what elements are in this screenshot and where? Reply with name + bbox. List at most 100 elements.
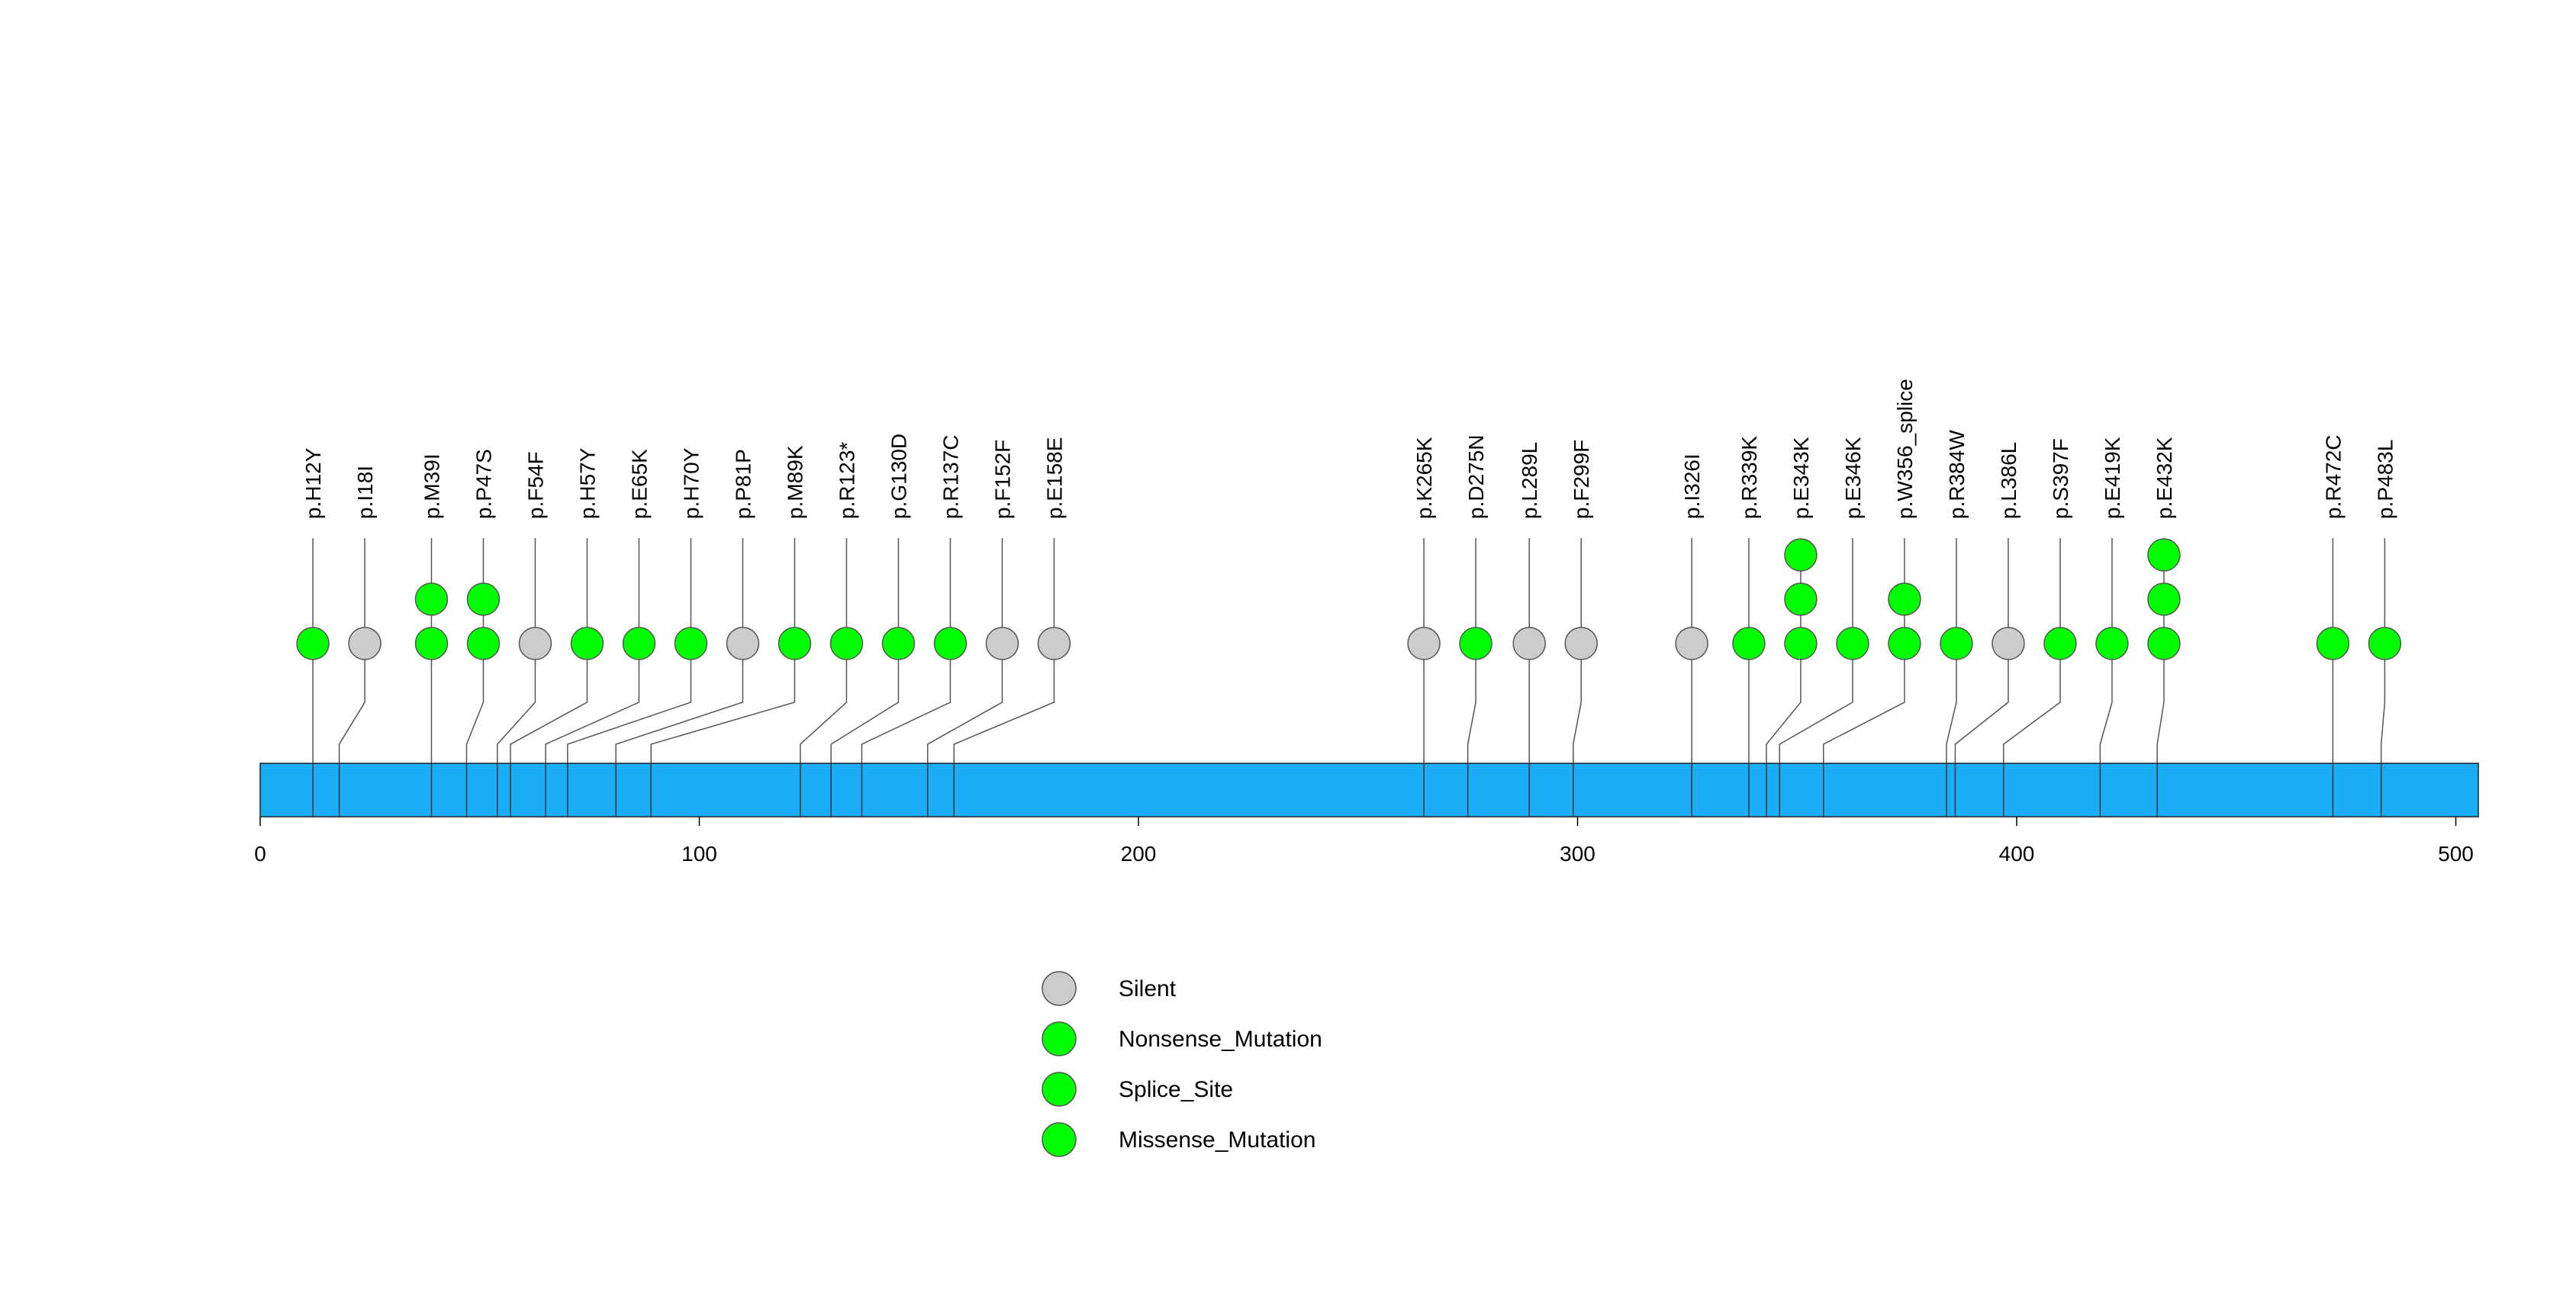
x-tick-label: 100 [681, 842, 717, 866]
x-tick-label: 500 [2438, 842, 2474, 866]
mutation-stem [615, 538, 744, 763]
mutation-label: p.S397F [2049, 438, 2072, 519]
mutation-label: p.K265K [1412, 437, 1436, 519]
mutation-stem [510, 538, 588, 763]
mutation-stem [953, 538, 1055, 763]
mutation-dot [296, 627, 330, 660]
x-tick-label: 0 [254, 842, 266, 866]
mutation-stem [2002, 538, 2061, 763]
mutation-stem [1954, 538, 2009, 763]
protein-bar [259, 763, 2479, 818]
legend-swatch [1042, 971, 1077, 1006]
mutation-stem [1766, 538, 1802, 763]
mutation-dot [466, 582, 501, 616]
mutation-dot [414, 582, 449, 616]
mutation-dot [933, 627, 968, 660]
mutation-stem [2156, 538, 2165, 763]
mutation-dot [1784, 538, 1818, 572]
x-tick-label: 300 [1560, 842, 1596, 866]
mutation-dot [2368, 627, 2402, 660]
legend-label: Splice_Site [1119, 1077, 1233, 1102]
x-axis: 0 100 200 300 400 500 [254, 817, 2474, 866]
mutation-stem [861, 538, 952, 763]
mutation-label: p.P81P [731, 449, 755, 519]
mutation-dot [2316, 627, 2350, 660]
stems-layer [312, 538, 2386, 763]
mutation-label: p.E432K [2153, 437, 2176, 519]
mutation-dot [1784, 627, 1818, 660]
mutation-stem [650, 538, 796, 763]
mutation-dot [881, 627, 916, 660]
mutation-dot [1888, 582, 1921, 616]
mutation-dot [2147, 582, 2181, 616]
mutation-label: p.M89K [783, 445, 807, 519]
mutation-dot [1564, 627, 1598, 660]
mutation-stem [2099, 538, 2113, 763]
mutation-dot [674, 627, 708, 660]
mutation-dot [414, 627, 449, 660]
mutation-label: p.H57Y [575, 447, 599, 519]
mutation-dot [2043, 627, 2077, 660]
mutation-label: p.R339K [1737, 436, 1761, 519]
mutation-stem [567, 538, 692, 763]
mutation-label: p.H12Y [301, 447, 325, 519]
mutation-dot [726, 627, 760, 660]
mutation-label: p.L386L [1997, 442, 2021, 519]
mutation-dot [985, 627, 1019, 660]
mutation-stem [1946, 538, 1957, 763]
mutation-dot [1992, 627, 2025, 660]
mutation-label: p.E158E [1042, 437, 1066, 519]
mutation-label: p.P47S [472, 449, 495, 519]
mutation-label: p.E346K [1841, 437, 1865, 519]
legend-label: Silent [1119, 976, 1177, 1001]
mutation-dot [1512, 627, 1546, 660]
mutation-dot [466, 627, 501, 660]
mutation-stem [1467, 538, 1476, 763]
mutation-dot [2147, 538, 2181, 572]
mutation-stem [830, 538, 900, 763]
mutation-stem [1572, 538, 1582, 763]
mutation-label: p.M39I [420, 453, 443, 519]
mutation-dot [778, 627, 812, 660]
mutation-dot [1784, 582, 1818, 616]
mutation-label: p.L289L [1518, 442, 1541, 519]
mutation-label: p.E343K [1789, 437, 1813, 519]
mutation-stem [545, 538, 640, 763]
mutation-dot [1675, 627, 1708, 660]
legend-swatch [1042, 1072, 1077, 1107]
mutation-dot [2095, 627, 2129, 660]
x-tick-label: 200 [1121, 842, 1157, 866]
mutation-label: p.G130D [887, 434, 910, 519]
legend: Silent Nonsense_Mutation Splice_Site Missen… [1042, 971, 1322, 1157]
mutation-stem [497, 538, 536, 763]
mutation-label: p.I18I [353, 466, 377, 519]
mutation-label: p.W356_splice [1893, 379, 1917, 519]
legend-swatch [1042, 1021, 1077, 1056]
mutation-label: p.E65K [627, 449, 651, 519]
mutation-dot [1407, 627, 1441, 660]
mutation-stem [338, 538, 365, 763]
mutation-stem [927, 538, 1003, 763]
mutation-dot [829, 627, 864, 660]
mutation-stem [465, 538, 485, 763]
mutation-dot [1037, 627, 1071, 660]
mutation-label: p.P483L [2373, 440, 2397, 519]
mutation-dots-layer [296, 538, 2402, 660]
mutation-label: p.D275N [1464, 434, 1488, 519]
mutation-dot [570, 627, 604, 660]
mutation-dot [518, 627, 552, 660]
mutation-dot [1888, 627, 1921, 660]
mutation-label: p.F152F [990, 440, 1014, 519]
mutation-stem [800, 538, 848, 763]
mutation-dot [622, 627, 656, 660]
x-tick-label: 400 [1999, 842, 2035, 866]
mutation-label: p.R137C [939, 434, 962, 519]
mutation-label: p.R472C [2321, 434, 2345, 519]
mutation-label: p.F54F [523, 451, 547, 519]
mutation-label: p.I326I [1680, 453, 1704, 519]
mutation-label: p.E419K [2101, 437, 2124, 519]
mutation-dot [1732, 627, 1766, 660]
mutation-dot [348, 627, 382, 660]
mutation-dot [2147, 627, 2181, 660]
